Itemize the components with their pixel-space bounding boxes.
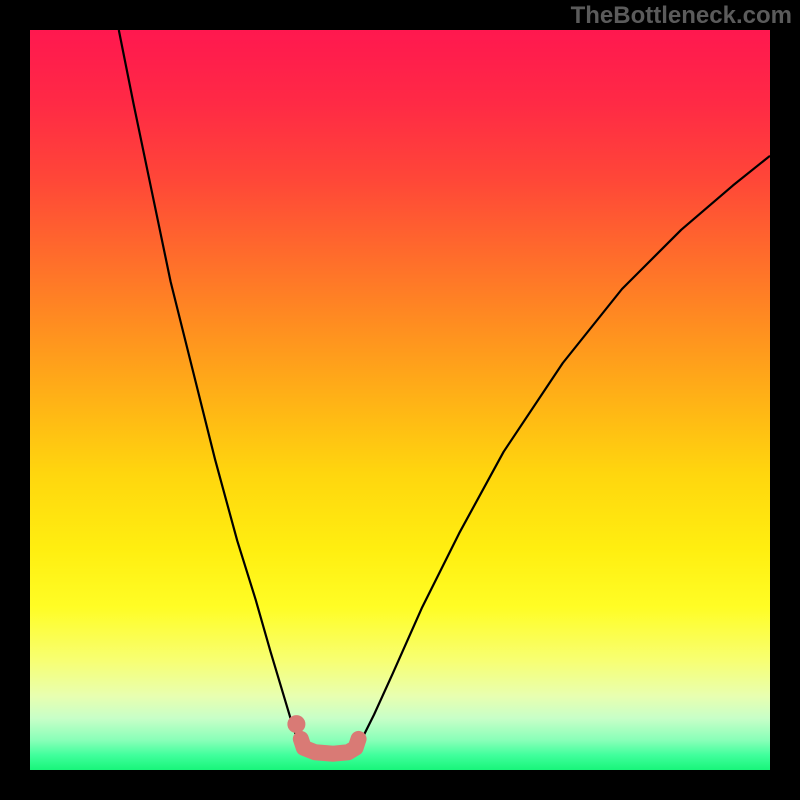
bottleneck-curve [119, 30, 770, 748]
chart-container: TheBottleneck.com [0, 0, 800, 800]
watermark-text: TheBottleneck.com [571, 2, 792, 30]
marker-dot [287, 715, 305, 733]
marker-band [301, 739, 359, 754]
curve-overlay [0, 0, 800, 800]
